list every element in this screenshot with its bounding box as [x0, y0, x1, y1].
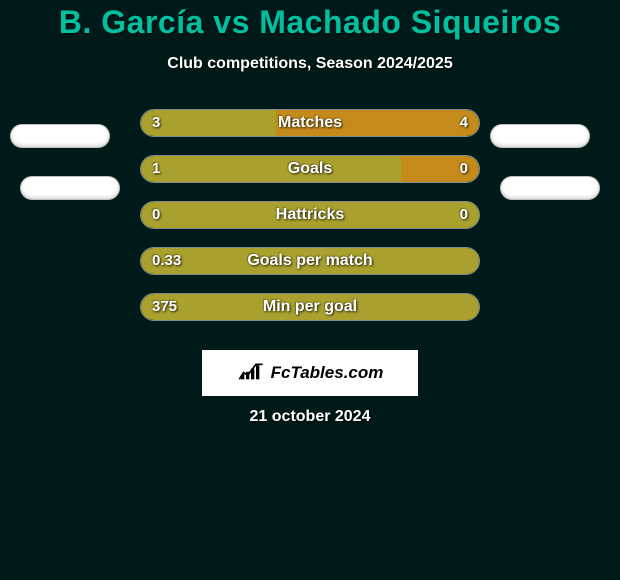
stat-label: Matches — [278, 109, 342, 137]
stat-row: 375 Min per goal — [0, 293, 620, 321]
stat-right-value: 0 — [460, 155, 468, 183]
stat-right-value: 0 — [460, 201, 468, 229]
player-chip — [500, 176, 600, 200]
subtitle: Club competitions, Season 2024/2025 — [0, 55, 620, 73]
player-chip — [10, 124, 110, 148]
stat-row: 0 0 Hattricks — [0, 201, 620, 229]
stat-bar: 0 0 Hattricks — [140, 201, 480, 229]
source-badge: FcTables.com — [202, 350, 418, 396]
stat-label: Goals — [288, 155, 332, 183]
chart-icon — [237, 361, 265, 386]
stat-left-value: 1 — [152, 155, 160, 183]
stat-left-value: 0 — [152, 201, 160, 229]
stat-bar: 0.33 Goals per match — [140, 247, 480, 275]
stat-bar: 1 0 Goals — [140, 155, 480, 183]
stat-left-value: 3 — [152, 109, 160, 137]
stat-bar: 375 Min per goal — [140, 293, 480, 321]
player-chip — [490, 124, 590, 148]
stat-label: Min per goal — [263, 293, 357, 321]
stat-left-value: 375 — [152, 293, 177, 321]
stat-row: 0.33 Goals per match — [0, 247, 620, 275]
comparison-card: B. García vs Machado Siqueiros Club comp… — [0, 0, 620, 321]
stat-bar: 3 4 Matches — [140, 109, 480, 137]
bar-left-fill — [141, 110, 276, 136]
bar-left-fill — [141, 156, 401, 182]
badge-text: FcTables.com — [271, 363, 384, 383]
stat-label: Hattricks — [276, 201, 344, 229]
stat-left-value: 0.33 — [152, 247, 181, 275]
date-label: 21 october 2024 — [250, 408, 371, 426]
player-chip — [20, 176, 120, 200]
page-title: B. García vs Machado Siqueiros — [0, 4, 620, 41]
stat-right-value: 4 — [460, 109, 468, 137]
stat-label: Goals per match — [247, 247, 372, 275]
